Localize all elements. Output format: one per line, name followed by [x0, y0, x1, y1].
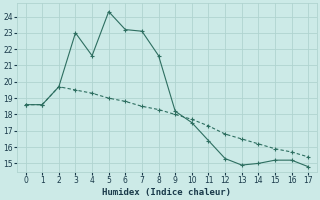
X-axis label: Humidex (Indice chaleur): Humidex (Indice chaleur): [102, 188, 231, 197]
